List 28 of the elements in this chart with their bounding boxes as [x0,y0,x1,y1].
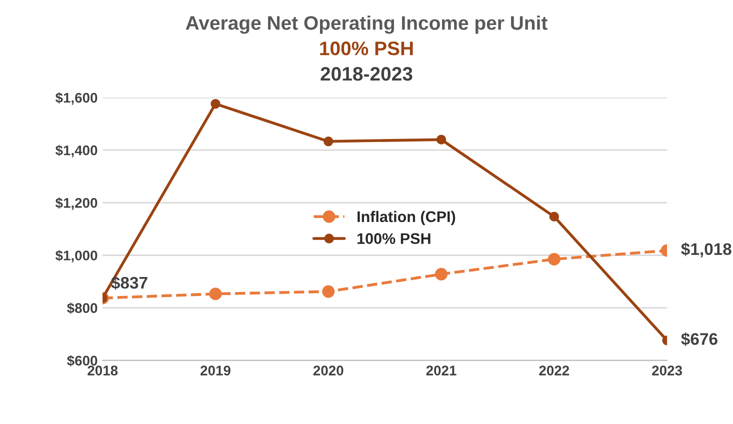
y-tick-label: $1,200 [55,197,98,210]
data-label: $1,018 [681,242,732,258]
point [322,285,335,298]
x-tick-label: 2023 [652,366,682,376]
y-tick-label: $1,600 [55,92,98,105]
text: 2018-2023 [320,66,412,81]
y-tick-label: $600 [67,355,98,366]
chart-subtitle: 100% PSH [320,42,413,56]
chart-title: Average Net Operating Income per Unit [186,16,548,34]
y-tick-label: $800 [67,302,98,314]
point [324,136,334,146]
point [210,98,220,109]
point [209,288,222,300]
x-tick-label: 2019 [200,366,230,376]
x-tick-label: 2022 [539,366,570,376]
point [548,252,560,266]
x-tick-label: 2021 [426,366,456,376]
data-label: $837 [111,276,148,290]
point [435,268,448,280]
point [436,134,446,144]
y-tick-label: $1,400 [55,144,98,158]
point [549,212,560,222]
legend-label: 100% PSH [358,233,430,244]
y-tick-label: $1,000 [55,250,98,262]
legend-label: Inflation (CPI) [358,210,456,226]
data-label: $676 [681,332,718,346]
x-tick-label: 2018 [88,366,118,376]
x-tick-label: 2020 [313,366,344,376]
